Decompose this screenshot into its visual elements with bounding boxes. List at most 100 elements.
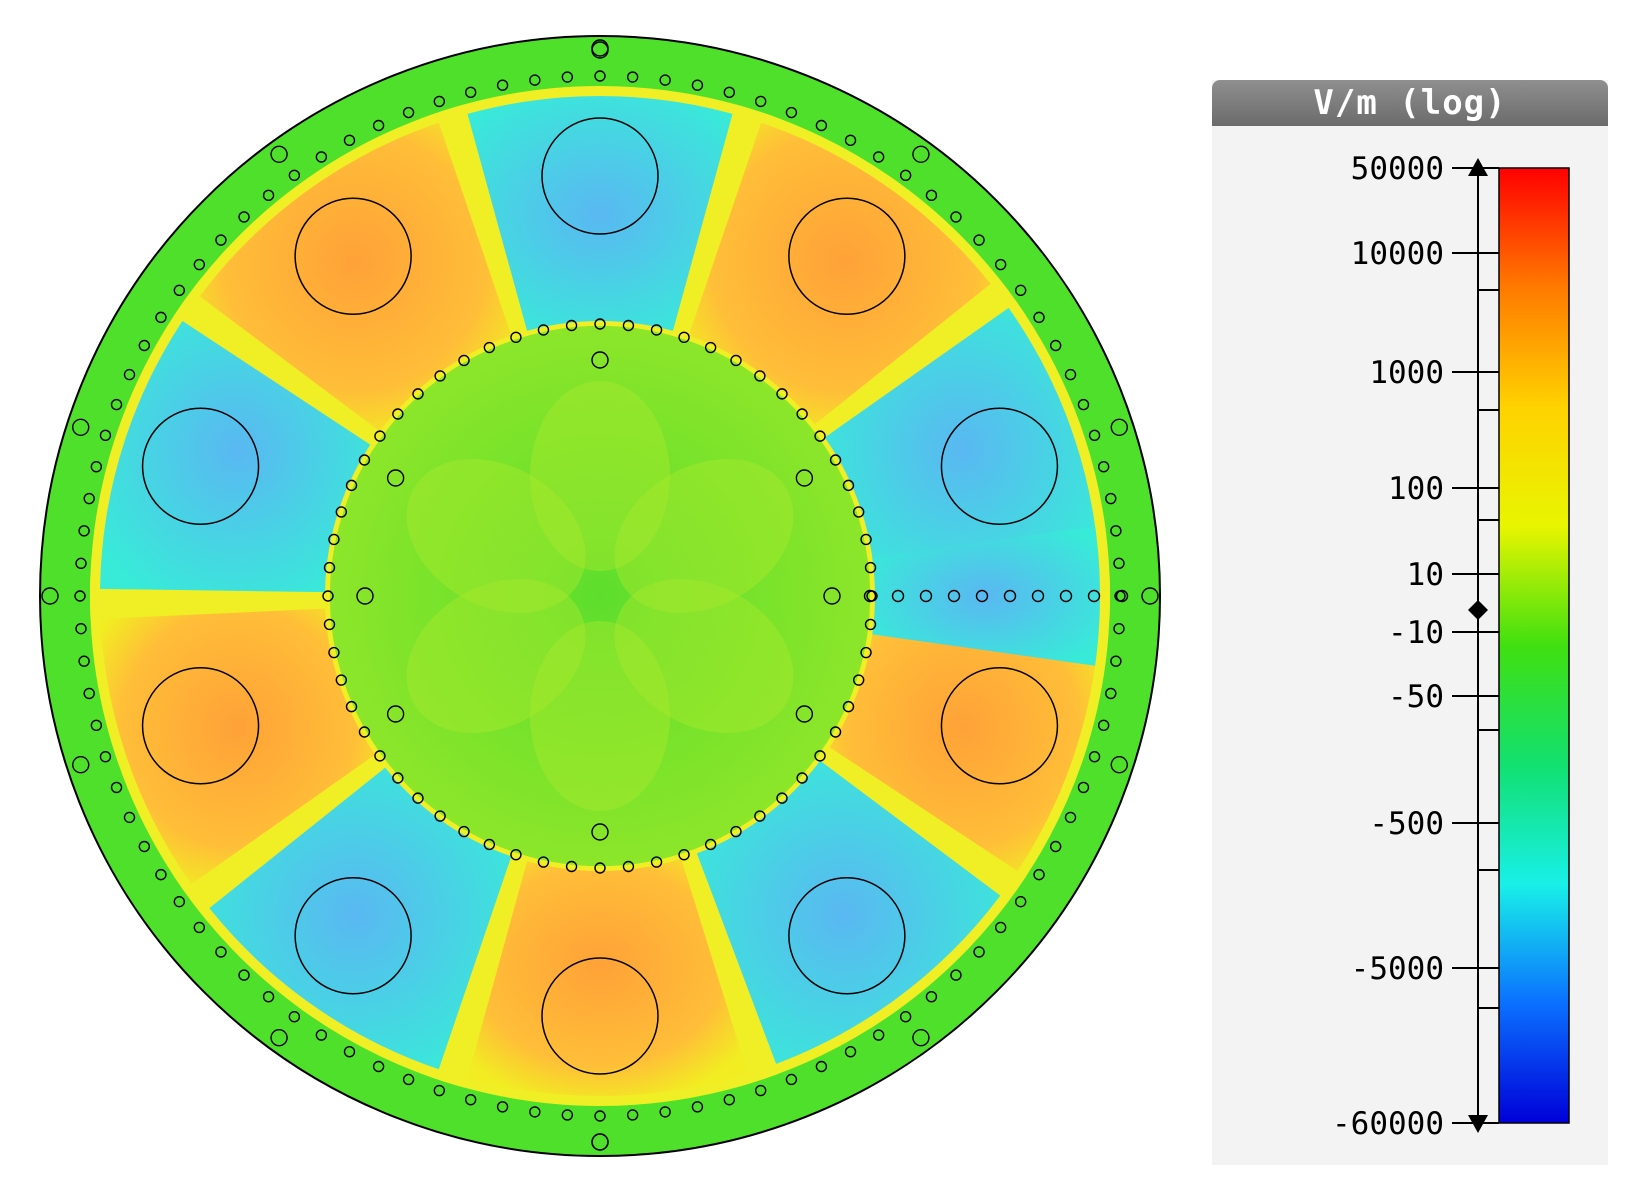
small-hole	[1033, 311, 1045, 324]
small-hole	[973, 234, 985, 246]
small-hole	[823, 587, 841, 605]
small-hole	[829, 454, 842, 466]
small-hole	[1097, 460, 1110, 473]
small-hole	[678, 331, 690, 344]
small-hole	[138, 840, 151, 853]
small-hole	[829, 726, 842, 738]
small-hole	[912, 1029, 930, 1047]
small-hole	[537, 856, 550, 868]
small-hole	[374, 430, 386, 442]
small-hole	[328, 646, 340, 659]
small-hole	[412, 792, 424, 804]
small-hole	[814, 430, 826, 442]
core-lobe	[530, 381, 670, 571]
small-hole	[72, 418, 90, 436]
small-hole	[1059, 589, 1073, 603]
cyan-lobe	[824, 307, 1100, 593]
small-hole	[315, 1029, 328, 1041]
small-hole	[796, 772, 808, 784]
small-hole	[464, 86, 477, 99]
small-hole	[123, 368, 136, 381]
large-hole	[141, 667, 260, 785]
small-hole	[288, 169, 301, 182]
small-hole	[1077, 398, 1090, 411]
field-sectors	[89, 85, 1110, 1106]
small-hole	[626, 1109, 639, 1121]
small-hole	[912, 145, 930, 163]
colorbar-ticks: 50000 10000 1000 100 10 -10 -50 -500 -5000 -60000	[1332, 151, 1499, 1142]
small-hole	[1110, 756, 1128, 774]
small-hole	[372, 1060, 385, 1073]
small-hole	[1097, 719, 1110, 732]
small-hole	[392, 408, 404, 420]
small-hole	[973, 946, 985, 958]
core-lobe	[530, 621, 670, 811]
legend-scale: 50000 10000 1000 100 10 -10 -50 -500 -5000 -60000	[1332, 151, 1570, 1142]
small-hole	[844, 1045, 857, 1058]
small-hole	[591, 823, 609, 841]
small-hole	[238, 211, 250, 223]
small-hole	[1014, 895, 1027, 908]
small-hole	[386, 469, 405, 487]
colorbar	[1498, 167, 1570, 1124]
small-hole	[83, 687, 95, 700]
small-hole	[510, 331, 522, 344]
small-hole	[994, 258, 1007, 271]
small-hole	[215, 946, 227, 958]
cyan-lobe	[872, 526, 1101, 666]
small-hole	[565, 319, 578, 332]
small-hole	[815, 119, 828, 132]
small-hole	[356, 587, 374, 605]
small-hole	[1115, 589, 1129, 603]
small-hole	[1110, 525, 1122, 537]
small-hole	[1014, 284, 1027, 297]
small-hole	[899, 169, 912, 182]
small-hole	[594, 70, 606, 82]
core-lobe	[406, 458, 586, 614]
small-hole	[795, 469, 814, 487]
small-hole	[785, 106, 798, 119]
small-hole	[815, 1060, 828, 1073]
small-hole	[99, 429, 112, 442]
small-hole	[402, 106, 415, 119]
small-hole	[41, 587, 59, 605]
legend-title: V/m (log)	[1212, 80, 1608, 126]
small-hole	[622, 319, 635, 332]
small-hole	[323, 561, 336, 574]
tick-label: -60000	[1332, 1106, 1444, 1142]
core-lobe	[614, 458, 794, 614]
small-hole	[561, 1109, 574, 1121]
small-hole	[622, 860, 635, 873]
small-hole	[899, 1010, 912, 1023]
small-hole	[691, 79, 704, 91]
small-hole	[458, 825, 470, 838]
small-hole	[78, 525, 90, 537]
small-hole	[785, 1073, 798, 1086]
small-hole	[659, 74, 671, 86]
small-hole	[1033, 868, 1045, 881]
small-hole	[322, 590, 334, 602]
small-hole	[852, 506, 865, 518]
small-hole	[565, 860, 578, 873]
small-hole	[75, 557, 87, 570]
small-hole	[262, 990, 275, 1003]
small-hole	[1087, 589, 1101, 603]
small-hole	[975, 589, 989, 603]
small-hole	[795, 705, 814, 723]
small-hole	[1003, 589, 1017, 603]
small-hole	[1088, 750, 1101, 763]
orange-lobe	[100, 599, 376, 885]
small-hole	[529, 74, 541, 86]
small-hole	[1105, 492, 1117, 505]
small-hole	[1113, 622, 1125, 635]
small-hole	[434, 810, 446, 822]
tick-label: 10	[1407, 557, 1444, 593]
small-hole	[537, 324, 550, 336]
small-hole	[860, 646, 872, 659]
small-hole	[1110, 655, 1122, 667]
small-hole	[925, 189, 938, 202]
small-hole	[864, 618, 877, 631]
core-pattern	[406, 381, 794, 811]
tick-label: 1000	[1369, 355, 1444, 391]
small-hole	[358, 726, 371, 738]
